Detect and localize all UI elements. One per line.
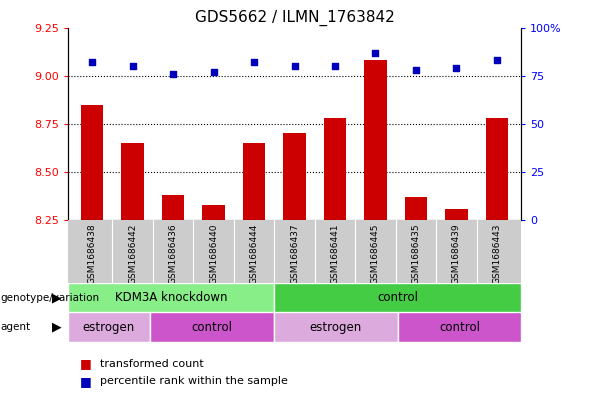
Point — [209, 69, 218, 75]
Bar — [68, 283, 274, 312]
Bar — [324, 118, 346, 220]
Bar — [150, 312, 274, 342]
Bar — [398, 312, 521, 342]
Text: ■: ■ — [80, 375, 95, 388]
Point — [411, 67, 421, 73]
Text: GSM1686438: GSM1686438 — [88, 223, 97, 284]
Bar — [121, 143, 144, 220]
Text: KDM3A knockdown: KDM3A knockdown — [114, 291, 227, 304]
Point — [290, 63, 299, 69]
Point — [87, 59, 97, 65]
Point — [168, 71, 178, 77]
Text: GSM1686437: GSM1686437 — [290, 223, 299, 284]
Text: GSM1686443: GSM1686443 — [492, 223, 501, 284]
Text: GSM1686439: GSM1686439 — [452, 223, 461, 284]
Bar — [486, 118, 508, 220]
Bar — [203, 205, 224, 220]
Text: genotype/variation: genotype/variation — [1, 293, 100, 303]
Text: control: control — [439, 321, 480, 334]
Text: agent: agent — [1, 322, 31, 332]
Point — [249, 59, 259, 65]
Text: transformed count: transformed count — [100, 358, 204, 369]
Text: GSM1686441: GSM1686441 — [330, 223, 339, 284]
Text: control: control — [191, 321, 233, 334]
Bar — [283, 134, 306, 220]
Bar — [365, 60, 386, 220]
Bar — [274, 283, 521, 312]
Bar — [81, 105, 103, 220]
Text: percentile rank within the sample: percentile rank within the sample — [100, 376, 288, 386]
Point — [330, 63, 340, 69]
Text: ■: ■ — [80, 357, 95, 370]
Point — [452, 65, 461, 71]
Bar — [243, 143, 265, 220]
Bar — [162, 195, 184, 220]
Text: estrogen: estrogen — [83, 321, 135, 334]
Text: GSM1686442: GSM1686442 — [128, 223, 137, 284]
Text: GSM1686440: GSM1686440 — [209, 223, 218, 284]
Text: GSM1686444: GSM1686444 — [250, 223, 259, 284]
Bar — [405, 197, 427, 220]
Point — [371, 50, 380, 56]
Text: ▶: ▶ — [52, 321, 62, 334]
Text: estrogen: estrogen — [310, 321, 362, 334]
Point — [128, 63, 137, 69]
Bar — [445, 209, 468, 220]
Bar — [274, 312, 398, 342]
Text: GSM1686436: GSM1686436 — [168, 223, 177, 284]
Text: ▶: ▶ — [52, 291, 62, 304]
Title: GDS5662 / ILMN_1763842: GDS5662 / ILMN_1763842 — [194, 10, 395, 26]
Text: GSM1686435: GSM1686435 — [412, 223, 421, 284]
Point — [492, 57, 502, 63]
Text: GSM1686445: GSM1686445 — [371, 223, 380, 284]
Bar — [68, 312, 150, 342]
Text: control: control — [377, 291, 418, 304]
